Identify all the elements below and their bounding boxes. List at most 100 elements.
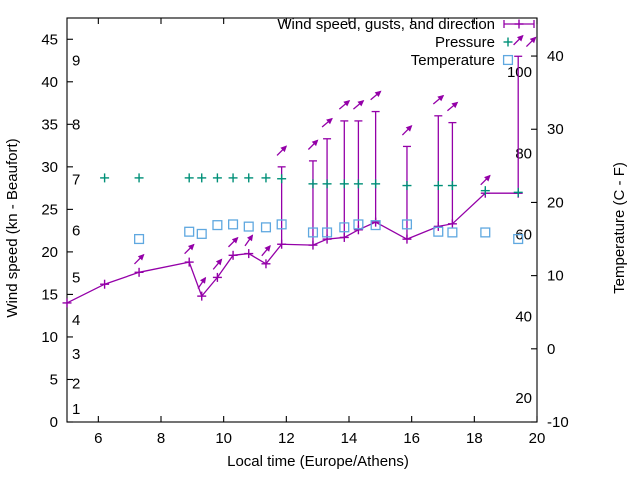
y2-tick-label: -10: [547, 414, 569, 431]
temperature-marker: [184, 226, 195, 237]
wind-direction-arrow: [184, 243, 195, 255]
legend-direction-arrow-head: [529, 36, 537, 44]
temperature-marker: [196, 228, 207, 239]
wind-direction-arrow: [321, 117, 333, 128]
chart-legend: Wind speed, gusts, and direction Pressur…: [277, 16, 537, 69]
arrow-head: [357, 99, 365, 107]
temperature-marker: [339, 222, 350, 233]
beaufort-label: 7: [72, 172, 80, 189]
x-tick-label: 18: [466, 430, 483, 447]
wind-direction-arrows: [134, 34, 524, 289]
legend-label-wind: Wind speed, gusts, and direction: [277, 16, 495, 33]
x-axis-ticks: 6 8 10 12 14 16 18 20: [94, 18, 545, 447]
wind-direction-arrow: [513, 34, 524, 46]
wind-direction-arrow: [261, 244, 271, 257]
wind-direction-arrow: [338, 99, 351, 110]
wind-direction-arrow: [244, 234, 254, 247]
x-tick-label: 12: [278, 430, 295, 447]
fahrenheit-label: 20: [515, 390, 532, 407]
y-tick-label: 45: [41, 31, 58, 48]
pressure-markers: [100, 173, 523, 197]
arrow-head: [484, 174, 491, 182]
x-axis-title: Local time (Europe/Athens): [227, 453, 409, 470]
y2-tick-label: 40: [547, 48, 564, 65]
y-tick-label: 25: [41, 201, 58, 218]
arrow-head: [264, 244, 271, 252]
y-tick-label: 20: [41, 244, 58, 261]
legend-temperature-square: [502, 54, 514, 66]
temperature-marker: [228, 219, 239, 230]
arrow-head: [187, 243, 195, 251]
wind-direction-arrow: [134, 253, 145, 265]
arrow-head: [451, 101, 459, 109]
y-tick-label: 30: [41, 159, 58, 176]
arrow-head: [311, 139, 319, 147]
wind-direction-arrow: [447, 101, 459, 112]
arrow-head: [280, 145, 288, 153]
temperature-marker: [307, 227, 319, 238]
y-tick-label: 0: [50, 414, 58, 431]
y-tick-label: 5: [50, 371, 58, 388]
temperature-marker: [433, 226, 444, 237]
beaufort-label: 3: [72, 346, 80, 363]
y-axis-right-title: Temperature (C - F): [611, 162, 628, 294]
x-tick-label: 14: [341, 430, 358, 447]
y2-tick-label: 20: [547, 194, 564, 211]
wind-direction-arrow: [212, 258, 223, 270]
x-tick-label: 16: [403, 430, 420, 447]
temperature-marker: [243, 221, 254, 232]
beaufort-label: 2: [72, 376, 80, 393]
y-tick-label: 40: [41, 74, 58, 91]
beaufort-label: 4: [72, 312, 80, 329]
y-axis-right-ticks: -10 0 10 20 30 40: [531, 48, 569, 431]
fahrenheit-label: 40: [515, 309, 532, 326]
arrow-head: [137, 253, 145, 261]
fahrenheit-label: 60: [515, 227, 532, 244]
temperature-marker: [134, 233, 145, 245]
fahrenheit-label: 100: [507, 64, 532, 81]
plot-border: [66, 17, 538, 423]
wind-direction-arrow: [276, 145, 288, 156]
y-axis-left-ticks: 0 5 10 15 20 25 30 35 40 45: [41, 31, 73, 431]
x-tick-label: 8: [157, 430, 165, 447]
beaufort-scale-labels: 1 2 3 4 5 6 7 8 9: [72, 53, 80, 419]
beaufort-label: 8: [72, 116, 80, 133]
temperature-marker: [260, 222, 272, 233]
arrow-head: [231, 236, 239, 244]
temperature-marker: [212, 220, 223, 231]
x-tick-label: 6: [94, 430, 102, 447]
wind-direction-arrow: [480, 174, 491, 186]
wind-direction-arrow: [307, 139, 319, 150]
plot-frame: [66, 17, 538, 423]
y2-tick-label: 0: [547, 341, 555, 358]
temperature-marker: [480, 227, 491, 238]
arrow-head: [246, 234, 254, 242]
y2-tick-label: 10: [547, 268, 564, 285]
arrow-head: [199, 276, 207, 284]
y-tick-label: 35: [41, 116, 58, 133]
temperature-marker: [370, 220, 381, 231]
wind-speed-path: [66, 192, 519, 304]
legend-markers: [502, 19, 537, 66]
fahrenheit-scale-labels: 20 40 60 80 100: [507, 64, 532, 407]
y-axis-left-title: Wind speed (kn - Beaufort): [4, 138, 21, 317]
y-tick-label: 10: [41, 329, 58, 346]
wind-speed-line: [66, 192, 519, 304]
y2-tick-label: 30: [547, 121, 564, 138]
temperature-marker: [513, 233, 524, 245]
wind-direction-arrow: [228, 236, 239, 248]
gust-bars: [277, 55, 523, 246]
temperature-marker: [447, 227, 458, 238]
legend-label-pressure: Pressure: [435, 34, 495, 51]
arrow-head: [516, 34, 524, 42]
beaufort-label: 5: [72, 269, 80, 286]
arrow-head: [437, 94, 445, 102]
arrow-head: [343, 99, 351, 107]
temperature-marker: [353, 219, 364, 230]
fahrenheit-label: 80: [515, 145, 532, 162]
arrow-head: [215, 258, 223, 266]
temperature-marker: [322, 227, 333, 238]
